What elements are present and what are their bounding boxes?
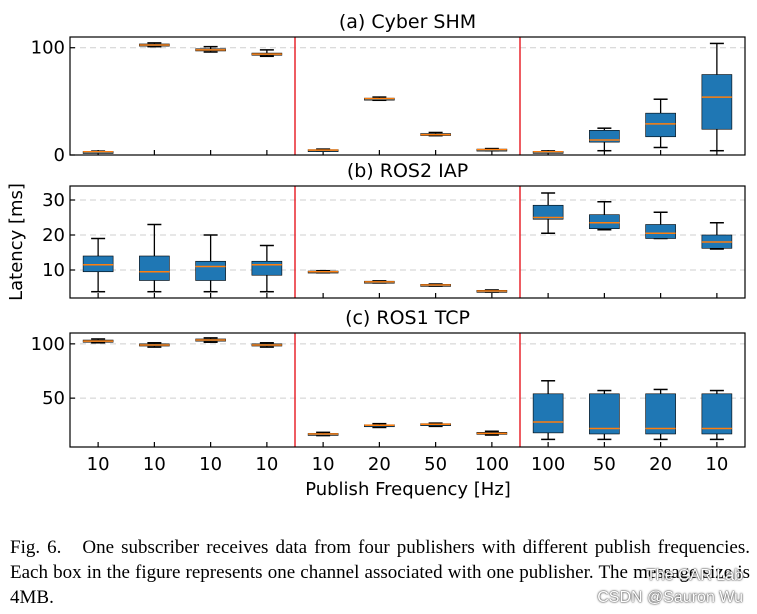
box-9: [532, 192, 564, 234]
box-7: [420, 422, 451, 428]
box-5: [307, 148, 339, 152]
x-tick-label: 100: [531, 454, 565, 475]
box-5: [307, 269, 339, 274]
box-iqr: [532, 393, 564, 434]
box-8: [476, 430, 508, 436]
boxplot-figure: (a) Cyber SHM 0 100 (b) ROS2 IAP 10 20 30 (c) R…: [6, 11, 746, 500]
panel-title: (a) Cyber SHM: [339, 11, 476, 33]
box-12: [701, 389, 733, 441]
box-6: [364, 96, 395, 102]
x-tick-label: 20: [368, 454, 391, 475]
y-tick-label: 10: [42, 260, 65, 281]
box-iqr: [532, 204, 564, 220]
box-6: [364, 422, 395, 429]
box-iqr: [645, 112, 676, 138]
box-1: [82, 237, 114, 293]
box-4: [251, 244, 283, 293]
x-tick-label: 10: [87, 454, 110, 475]
x-tick-label: 10: [255, 454, 278, 475]
chart-panels: (a) Cyber SHM 0 100 (b) ROS2 IAP 10 20 30 (c) R…: [31, 11, 746, 475]
box-1: [82, 338, 114, 344]
box-3: [195, 45, 226, 53]
box-iqr: [645, 393, 676, 435]
caption-label: Fig. 6.: [10, 537, 62, 558]
box-8: [476, 289, 508, 293]
x-tick-label: 100: [475, 454, 509, 475]
figure-caption: Fig. 6. One subscriber receives data fro…: [10, 535, 750, 610]
box-12: [701, 222, 733, 250]
x-tick-label: 10: [143, 454, 166, 475]
panel-2: (b) ROS2 IAP 10 20 30: [42, 160, 746, 299]
box-iqr: [195, 260, 226, 281]
box-iqr: [701, 74, 733, 130]
box-3: [195, 337, 226, 343]
box-2: [139, 42, 170, 48]
box-iqr: [589, 393, 620, 435]
y-axis-label: Latency [ms]: [6, 183, 27, 301]
box-7: [420, 283, 451, 287]
panel-1: (a) Cyber SHM 0 100: [31, 11, 746, 166]
panel-frame: [69, 185, 746, 299]
x-axis-label: Publish Frequency [Hz]: [305, 479, 511, 500]
box-1: [82, 150, 114, 154]
box-7: [420, 131, 451, 137]
box-iqr: [589, 130, 620, 143]
box-2: [139, 223, 170, 293]
box-9: [532, 150, 564, 154]
panel-frame: [69, 332, 746, 448]
box-3: [195, 234, 226, 293]
box-2: [139, 342, 170, 348]
box-11: [645, 98, 676, 149]
box-iqr: [589, 214, 620, 229]
x-tick-label: 50: [593, 454, 616, 475]
panel-title: (c) ROS1 TCP: [345, 307, 470, 329]
watermark-line-1: The CAR Lab: [646, 567, 743, 584]
panel-frame: [69, 36, 746, 156]
box-10: [589, 201, 620, 231]
box-4: [251, 342, 283, 348]
caption-text: One subscriber receives data from four p…: [10, 537, 750, 608]
panel-title: (b) ROS2 IAP: [347, 160, 468, 182]
watermark: The CAR Lab CSDN @Sauron Wu: [597, 565, 743, 609]
box-5: [307, 431, 339, 437]
box-9: [532, 380, 564, 441]
panel-3: (c) ROS1 TCP 50 100: [31, 307, 746, 448]
box-iqr: [139, 255, 170, 281]
box-iqr: [645, 224, 676, 239]
box-11: [645, 388, 676, 441]
y-tick-label: 0: [54, 145, 65, 166]
x-tick-label: 10: [705, 454, 728, 475]
y-tick-label: 100: [31, 38, 65, 59]
x-tick-label: 10: [199, 454, 222, 475]
watermark-line-2: CSDN @Sauron Wu: [597, 589, 743, 606]
box-6: [364, 280, 395, 284]
y-tick-label: 50: [42, 388, 65, 409]
box-10: [589, 389, 620, 441]
box-12: [701, 42, 733, 152]
box-8: [476, 147, 508, 152]
x-tick-label: 10: [312, 454, 335, 475]
y-tick-label: 100: [31, 334, 65, 355]
box-iqr: [251, 260, 283, 276]
x-tick-label: 20: [649, 454, 672, 475]
box-iqr: [701, 393, 733, 435]
box-10: [589, 127, 620, 152]
box-iqr: [82, 255, 114, 273]
y-tick-label: 20: [42, 225, 65, 246]
y-tick-label: 30: [42, 190, 65, 211]
x-tick-label: 50: [424, 454, 447, 475]
box-4: [251, 49, 283, 58]
box-11: [645, 211, 676, 240]
